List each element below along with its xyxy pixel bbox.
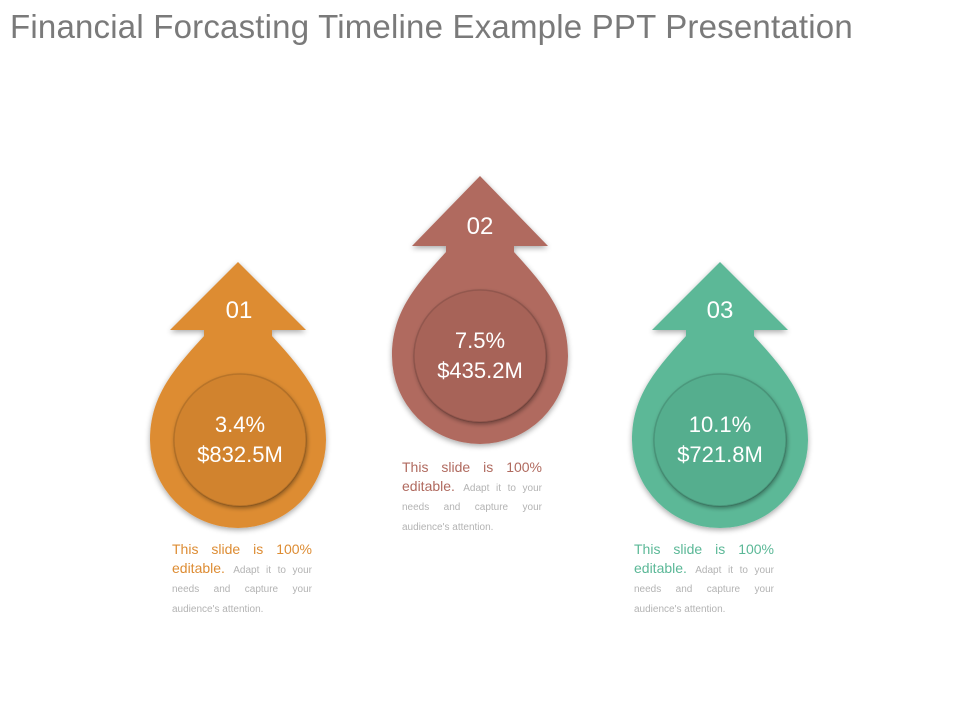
value-circle-3 [653,373,787,507]
description-2: This slide is 100% editable. Adapt it to… [402,458,542,535]
step-number-2: 02 [467,213,494,240]
description-rest-1: Adapt it to your needs and capture your … [172,565,312,615]
arrow-item-3: 03 10.1% $721.8M [632,262,808,529]
description-rest-3: Adapt it to your needs and capture your … [634,565,774,615]
slide-title: Financial Forcasting Timeline Example PP… [10,8,853,45]
description-3: This slide is 100% editable. Adapt it to… [634,540,774,617]
percent-value-2: 7.5% [455,328,505,353]
arrow-item-1: 01 3.4% $832.5M [150,262,326,528]
description-lead-1: This slide is 100% editable. [172,541,312,577]
description-1: This slide is 100% editable. Adapt it to… [172,540,312,617]
amount-value-1: $832.5M [197,442,283,467]
arrow-item-2: 02 7.5% $435.2M [392,176,568,444]
description-lead-3: This slide is 100% editable. [634,541,774,577]
amount-value-2: $435.2M [437,358,523,383]
amount-value-3: $721.8M [677,442,763,467]
description-lead-2: This slide is 100% editable. [402,459,542,495]
value-circle-2 [413,289,547,423]
percent-value-1: 3.4% [215,412,265,437]
step-number-3: 03 [707,297,734,324]
step-number-1: 01 [226,297,253,324]
value-circle-1 [173,373,307,507]
percent-value-3: 10.1% [689,412,751,437]
description-rest-2: Adapt it to your needs and capture your … [402,483,542,533]
